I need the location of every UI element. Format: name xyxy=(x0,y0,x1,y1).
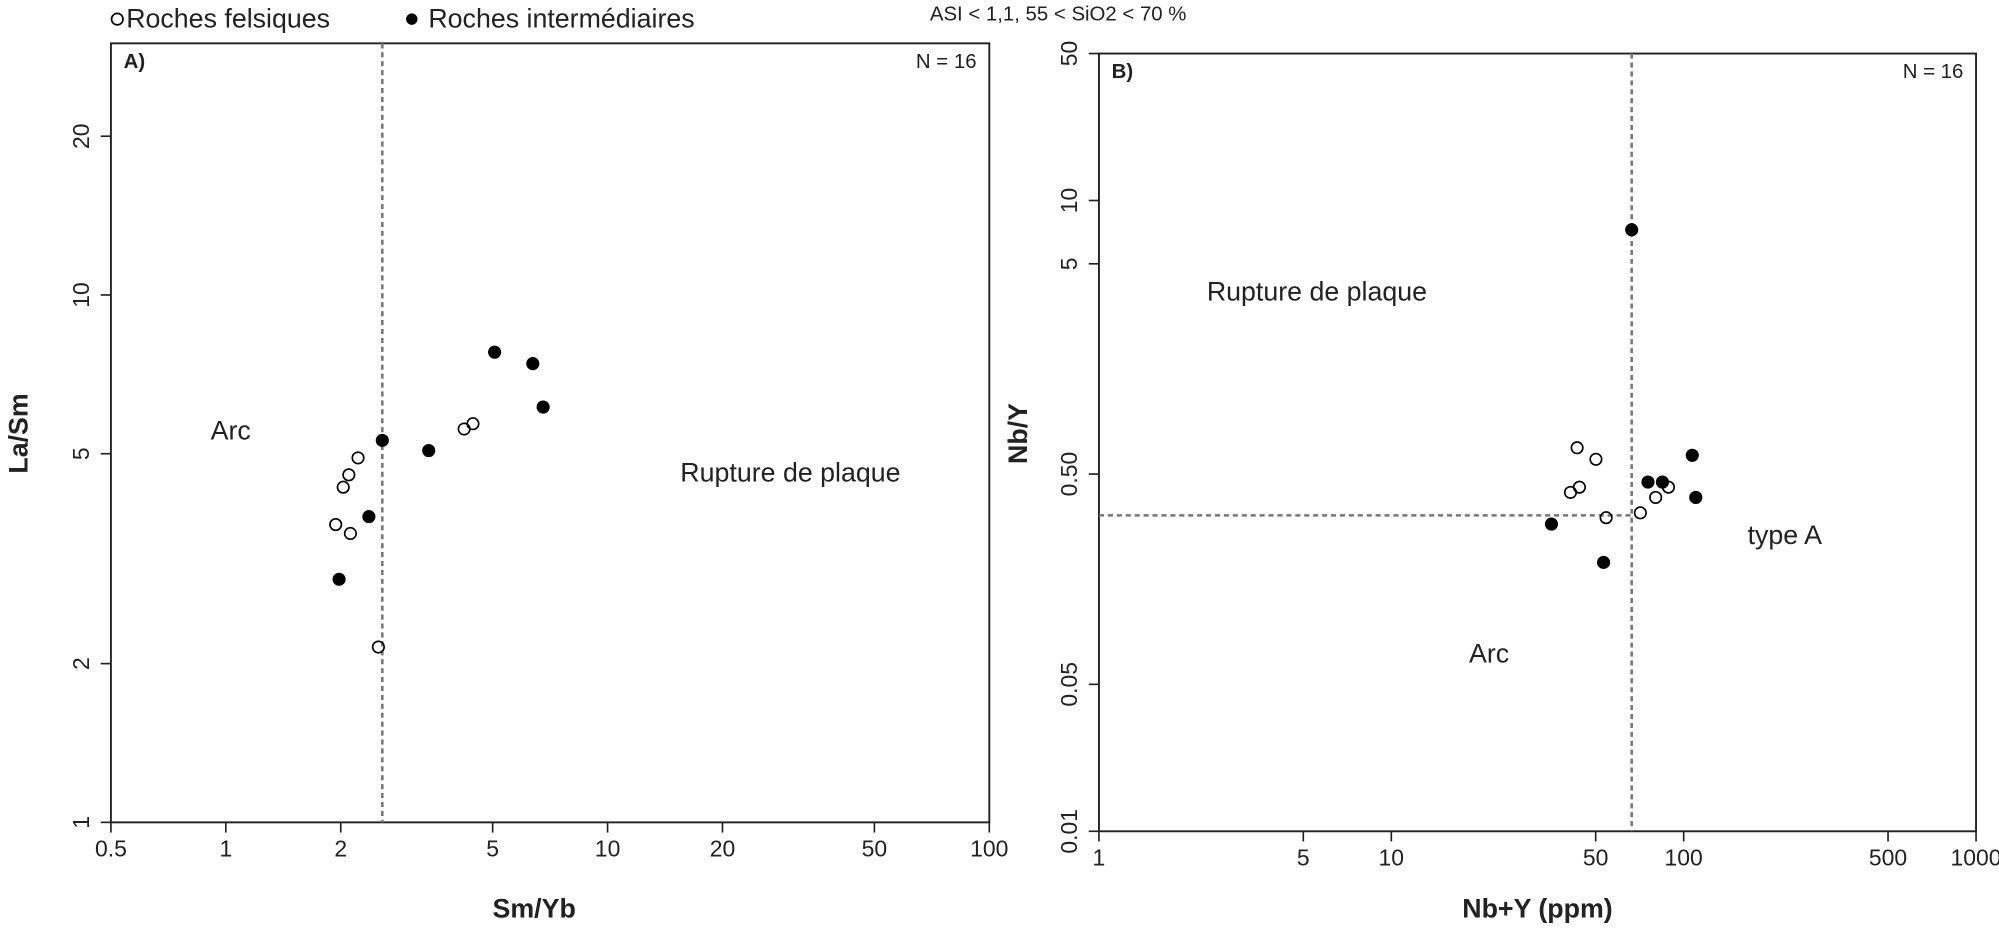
y-axis-label: Nb/Y xyxy=(1003,403,1033,464)
data-point xyxy=(1572,480,1587,494)
sample-count: N = 16 xyxy=(916,51,977,73)
data-point xyxy=(329,517,343,532)
data-point xyxy=(488,345,502,359)
x-tick-label: 2 xyxy=(334,835,347,861)
data-point xyxy=(351,451,365,465)
y-tick-label: 0.50 xyxy=(1056,452,1082,497)
y-tick-label: 5 xyxy=(1056,257,1082,270)
data-point xyxy=(1625,223,1639,237)
annotation: Arc xyxy=(1469,638,1509,668)
panel-label: A) xyxy=(124,51,145,73)
data-point xyxy=(536,400,550,414)
y-tick-label: 50 xyxy=(1056,41,1082,67)
x-tick-label: 0.5 xyxy=(95,835,127,861)
x-tick-label: 100 xyxy=(970,835,1008,861)
data-point xyxy=(332,572,346,586)
x-tick-label: 1000 xyxy=(1951,844,1999,870)
y-tick-label: 10 xyxy=(68,282,94,308)
y-tick-label: 2 xyxy=(68,657,94,670)
legend-marker-open xyxy=(110,12,124,26)
annotation: Rupture de plaque xyxy=(680,457,900,487)
data-point xyxy=(1633,506,1647,520)
x-tick-label: 20 xyxy=(710,835,736,861)
legend-label: Roches intermédiaires xyxy=(428,3,694,33)
y-tick-label: 5 xyxy=(68,447,94,460)
data-point xyxy=(1589,452,1603,466)
panel-label: B) xyxy=(1112,61,1133,83)
data-point xyxy=(375,433,389,447)
x-tick-label: 1 xyxy=(1093,844,1106,870)
plot-frame xyxy=(1097,52,1978,833)
x-tick-label: 100 xyxy=(1665,844,1703,870)
data-point xyxy=(422,443,436,458)
data-point xyxy=(526,357,540,371)
x-tick-label: 500 xyxy=(1869,844,1907,870)
data-point xyxy=(342,468,356,482)
x-tick-label: 5 xyxy=(486,835,499,861)
x-tick-label: 50 xyxy=(1583,844,1609,870)
data-point xyxy=(336,480,350,494)
x-tick-label: 50 xyxy=(862,835,888,861)
data-point xyxy=(362,510,376,524)
y-tick-label: 1 xyxy=(68,816,94,829)
y-tick-label: 10 xyxy=(1056,188,1082,214)
x-tick-label: 10 xyxy=(1379,844,1405,870)
data-point xyxy=(1685,448,1699,462)
data-point xyxy=(1599,511,1613,525)
annotation: type A xyxy=(1748,520,1823,550)
annotation: Arc xyxy=(211,415,251,445)
x-axis-label: Sm/Yb xyxy=(493,893,576,923)
x-tick-label: 5 xyxy=(1297,844,1310,870)
data-point xyxy=(466,417,480,431)
legend-marker-filled xyxy=(406,13,418,25)
legend-label: Roches felsiques xyxy=(126,3,330,33)
y-axis-label: La/Sm xyxy=(3,393,33,473)
data-point xyxy=(1689,490,1703,505)
annotation: Rupture de plaque xyxy=(1207,276,1427,306)
x-tick-label: 10 xyxy=(595,835,621,861)
sample-count: N = 16 xyxy=(1903,61,1964,83)
y-tick-label: 0.01 xyxy=(1056,809,1082,854)
x-axis-label: Nb+Y (ppm) xyxy=(1462,893,1612,923)
y-tick-label: 0.05 xyxy=(1056,662,1082,707)
subtitle: ASI < 1,1, 55 < SiO2 < 70 % xyxy=(930,4,1187,26)
data-point xyxy=(1649,490,1663,505)
data-point xyxy=(1570,441,1584,455)
data-point xyxy=(1544,517,1559,531)
data-point xyxy=(343,526,357,541)
y-tick-label: 20 xyxy=(68,123,94,149)
plot-frame xyxy=(109,42,991,824)
data-point xyxy=(1655,475,1670,489)
data-point xyxy=(371,640,385,654)
data-point xyxy=(1596,555,1611,569)
data-point xyxy=(1641,475,1655,489)
x-tick-label: 1 xyxy=(219,835,232,861)
